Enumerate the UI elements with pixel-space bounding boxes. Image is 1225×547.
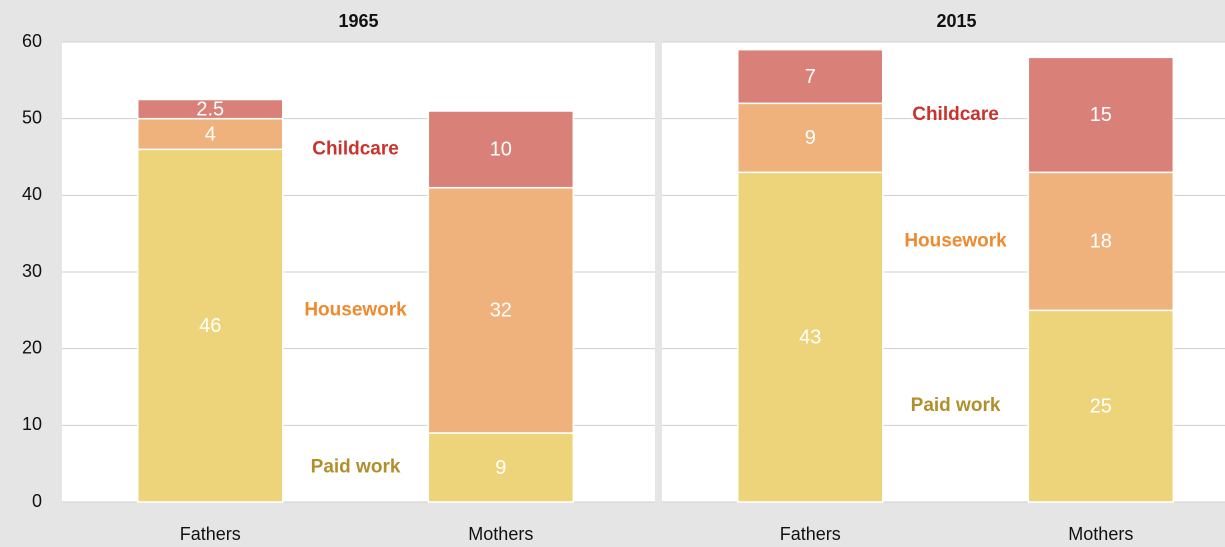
y-tick-label: 30 — [22, 261, 42, 281]
x-tick-label: Mothers — [1068, 524, 1133, 544]
series-label: Housework — [904, 230, 1007, 251]
data-label: 32 — [490, 300, 512, 322]
series-label: Childcare — [912, 104, 999, 125]
bar-segment — [1027, 171, 1175, 312]
data-label: 9 — [805, 127, 816, 149]
data-label: 43 — [799, 326, 821, 348]
x-tick-label: Fathers — [180, 524, 241, 544]
series-label: Paid work — [311, 457, 401, 478]
bar-segment — [737, 48, 884, 105]
y-tick-label: 50 — [22, 107, 42, 127]
data-label: 4 — [205, 123, 216, 145]
bar-segment — [427, 432, 575, 503]
bar-segment — [427, 186, 575, 434]
data-label: 2.5 — [196, 98, 224, 120]
y-tick-label: 10 — [22, 414, 42, 434]
data-label: 10 — [490, 139, 512, 161]
bar-segment — [737, 102, 884, 174]
bar-segment — [737, 171, 884, 503]
y-tick-label: 20 — [22, 337, 42, 357]
data-label: 15 — [1090, 104, 1112, 126]
series-label: Paid work — [911, 395, 1001, 416]
data-label: 46 — [199, 315, 221, 337]
x-tick-label: Mothers — [468, 524, 533, 544]
data-label: 25 — [1090, 395, 1112, 417]
bar-segment — [1027, 56, 1175, 174]
bar-segment — [427, 110, 575, 189]
series-label: Housework — [304, 299, 407, 320]
y-tick-label: 40 — [22, 184, 42, 204]
panel-title: 1965 — [338, 11, 378, 31]
y-tick-label: 60 — [22, 31, 42, 51]
x-tick-label: Fathers — [780, 524, 841, 544]
data-label: 9 — [495, 457, 506, 479]
data-label: 18 — [1090, 231, 1112, 253]
bar-segment — [1027, 309, 1175, 503]
series-label: Childcare — [312, 138, 399, 159]
data-label: 7 — [805, 66, 816, 88]
panel-title: 2015 — [936, 11, 976, 31]
bar-segment — [137, 98, 284, 120]
y-tick-label: 0 — [32, 491, 42, 511]
